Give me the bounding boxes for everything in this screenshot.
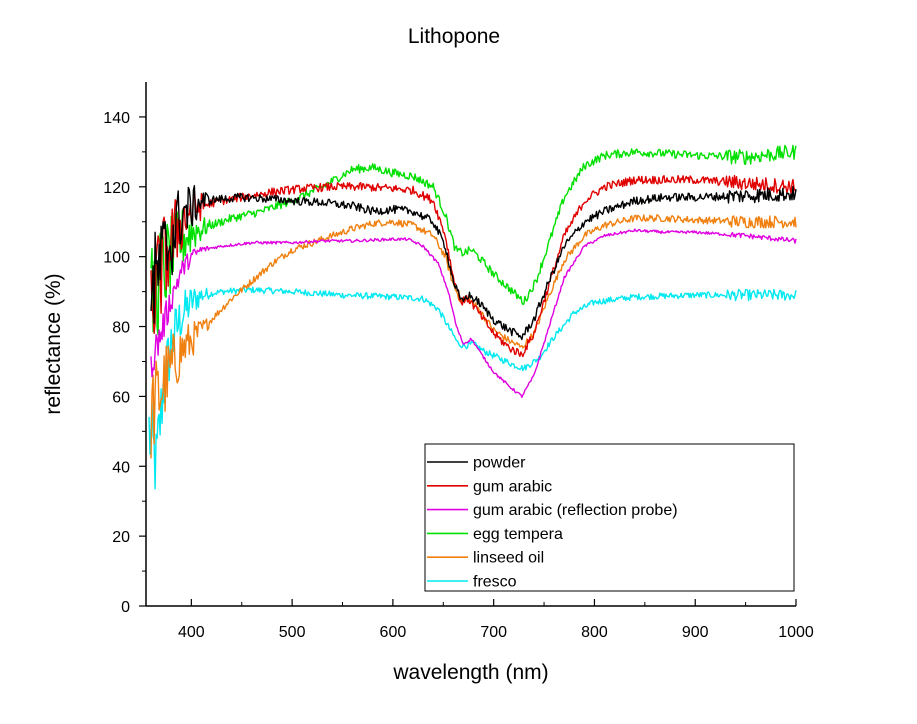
y-tick-label: 120 xyxy=(103,180,130,197)
y-tick-label: 60 xyxy=(112,389,130,406)
x-tick-label: 900 xyxy=(682,624,709,641)
series-line-linseed-oil xyxy=(150,214,797,459)
y-tick-label: 100 xyxy=(103,250,130,267)
legend: powder gum arabic gum arabic (reflection p… xyxy=(424,443,795,592)
series-line-egg-tempera xyxy=(150,144,797,336)
x-tick-label: 800 xyxy=(581,624,608,641)
y-tick-label: 80 xyxy=(112,320,130,337)
y-axis-ticks: 0 20 40 60 80 100 120 140 xyxy=(103,110,146,616)
y-tick-label: 0 xyxy=(121,599,130,616)
y-tick-label: 20 xyxy=(112,529,130,546)
series-line-gum-arabic-reflection-probe xyxy=(150,228,797,399)
legend-label-linseed-oil: linseed oil xyxy=(473,550,544,567)
y-axis-title: reflectance (%) xyxy=(42,273,65,414)
series-line-powder xyxy=(150,185,797,341)
legend-box xyxy=(424,443,795,592)
legend-label-egg-tempera: egg tempera xyxy=(473,526,563,543)
y-tick-label: 40 xyxy=(112,459,130,476)
legend-label-fresco: fresco xyxy=(473,574,517,591)
x-tick-label: 400 xyxy=(178,624,205,641)
legend-items: powder gum arabic gum arabic (reflection p… xyxy=(427,455,678,591)
chart-title: Lithopone xyxy=(408,25,500,48)
x-tick-label: 600 xyxy=(380,624,407,641)
x-tick-label: 500 xyxy=(279,624,306,641)
series-line-fresco xyxy=(148,286,797,490)
x-tick-label: 1000 xyxy=(778,624,814,641)
y-tick-label: 140 xyxy=(103,110,130,127)
series-layer xyxy=(148,144,797,490)
legend-label-gum-arabic-reflection-probe: gum arabic (reflection probe) xyxy=(473,502,678,519)
x-tick-label: 700 xyxy=(480,624,507,641)
plot-area: 400 500 600 700 800 900 1000 0 20 40 60 80 100 120 14… xyxy=(103,82,814,641)
x-axis-title: wavelength (nm) xyxy=(392,661,548,684)
legend-label-gum-arabic: gum arabic xyxy=(473,478,552,495)
x-axis-ticks: 400 500 600 700 800 900 1000 xyxy=(178,599,814,641)
legend-label-powder: powder xyxy=(473,455,526,472)
series-line-gum-arabic xyxy=(150,174,797,358)
